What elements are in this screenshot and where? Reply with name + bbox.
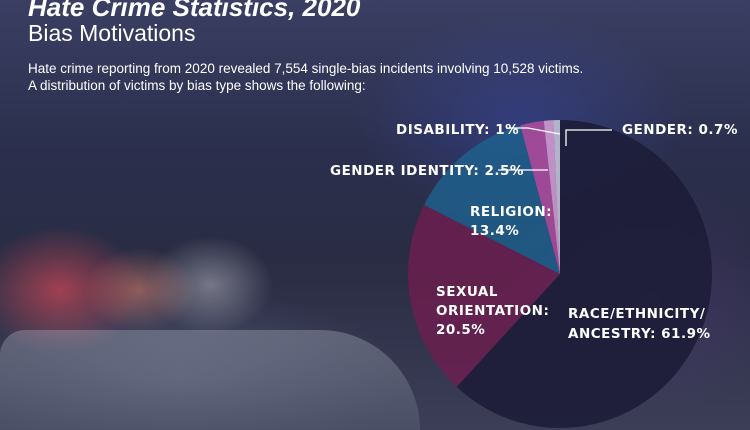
label-gender: GENDER: 0.7% [622, 122, 738, 138]
label-race-2: ANCESTRY: 61.9% [568, 326, 711, 342]
label-religion-1: RELIGION: [470, 204, 552, 220]
pie-slice-religion [424, 125, 560, 274]
label-religion-2: 13.4% [470, 223, 519, 239]
description: Hate crime reporting from 2020 revealed … [28, 60, 668, 94]
description-line-1: Hate crime reporting from 2020 revealed … [28, 61, 584, 76]
label-gender-identity: GENDER IDENTITY: 2.5% [330, 163, 524, 179]
leader-line-disability [506, 127, 561, 135]
label-sexual-orientation-2: ORIENTATION: [436, 303, 549, 319]
label-disability: DISABILITY: 1% [396, 122, 519, 138]
leader-line-gender [565, 129, 612, 146]
pie-slice-race-ethnicity-ancestry [456, 119, 713, 428]
label-sexual-orientation-3: 20.5% [436, 322, 485, 338]
label-sexual-orientation-1: SEXUAL [436, 284, 498, 300]
description-line-2: A distribution of victims by bias type s… [28, 78, 366, 93]
label-race-1: RACE/ETHNICITY/ [568, 306, 705, 322]
background-car [0, 330, 420, 430]
pie-slice-gender-identity [520, 120, 560, 274]
pie-slice-disability [543, 120, 560, 275]
page-title: Hate Crime Statistics, 2020 [28, 0, 361, 22]
pie-slice-sexual-orientation [408, 204, 560, 387]
pie-slice-gender [553, 120, 560, 274]
page-subtitle: Bias Motivations [28, 20, 196, 46]
